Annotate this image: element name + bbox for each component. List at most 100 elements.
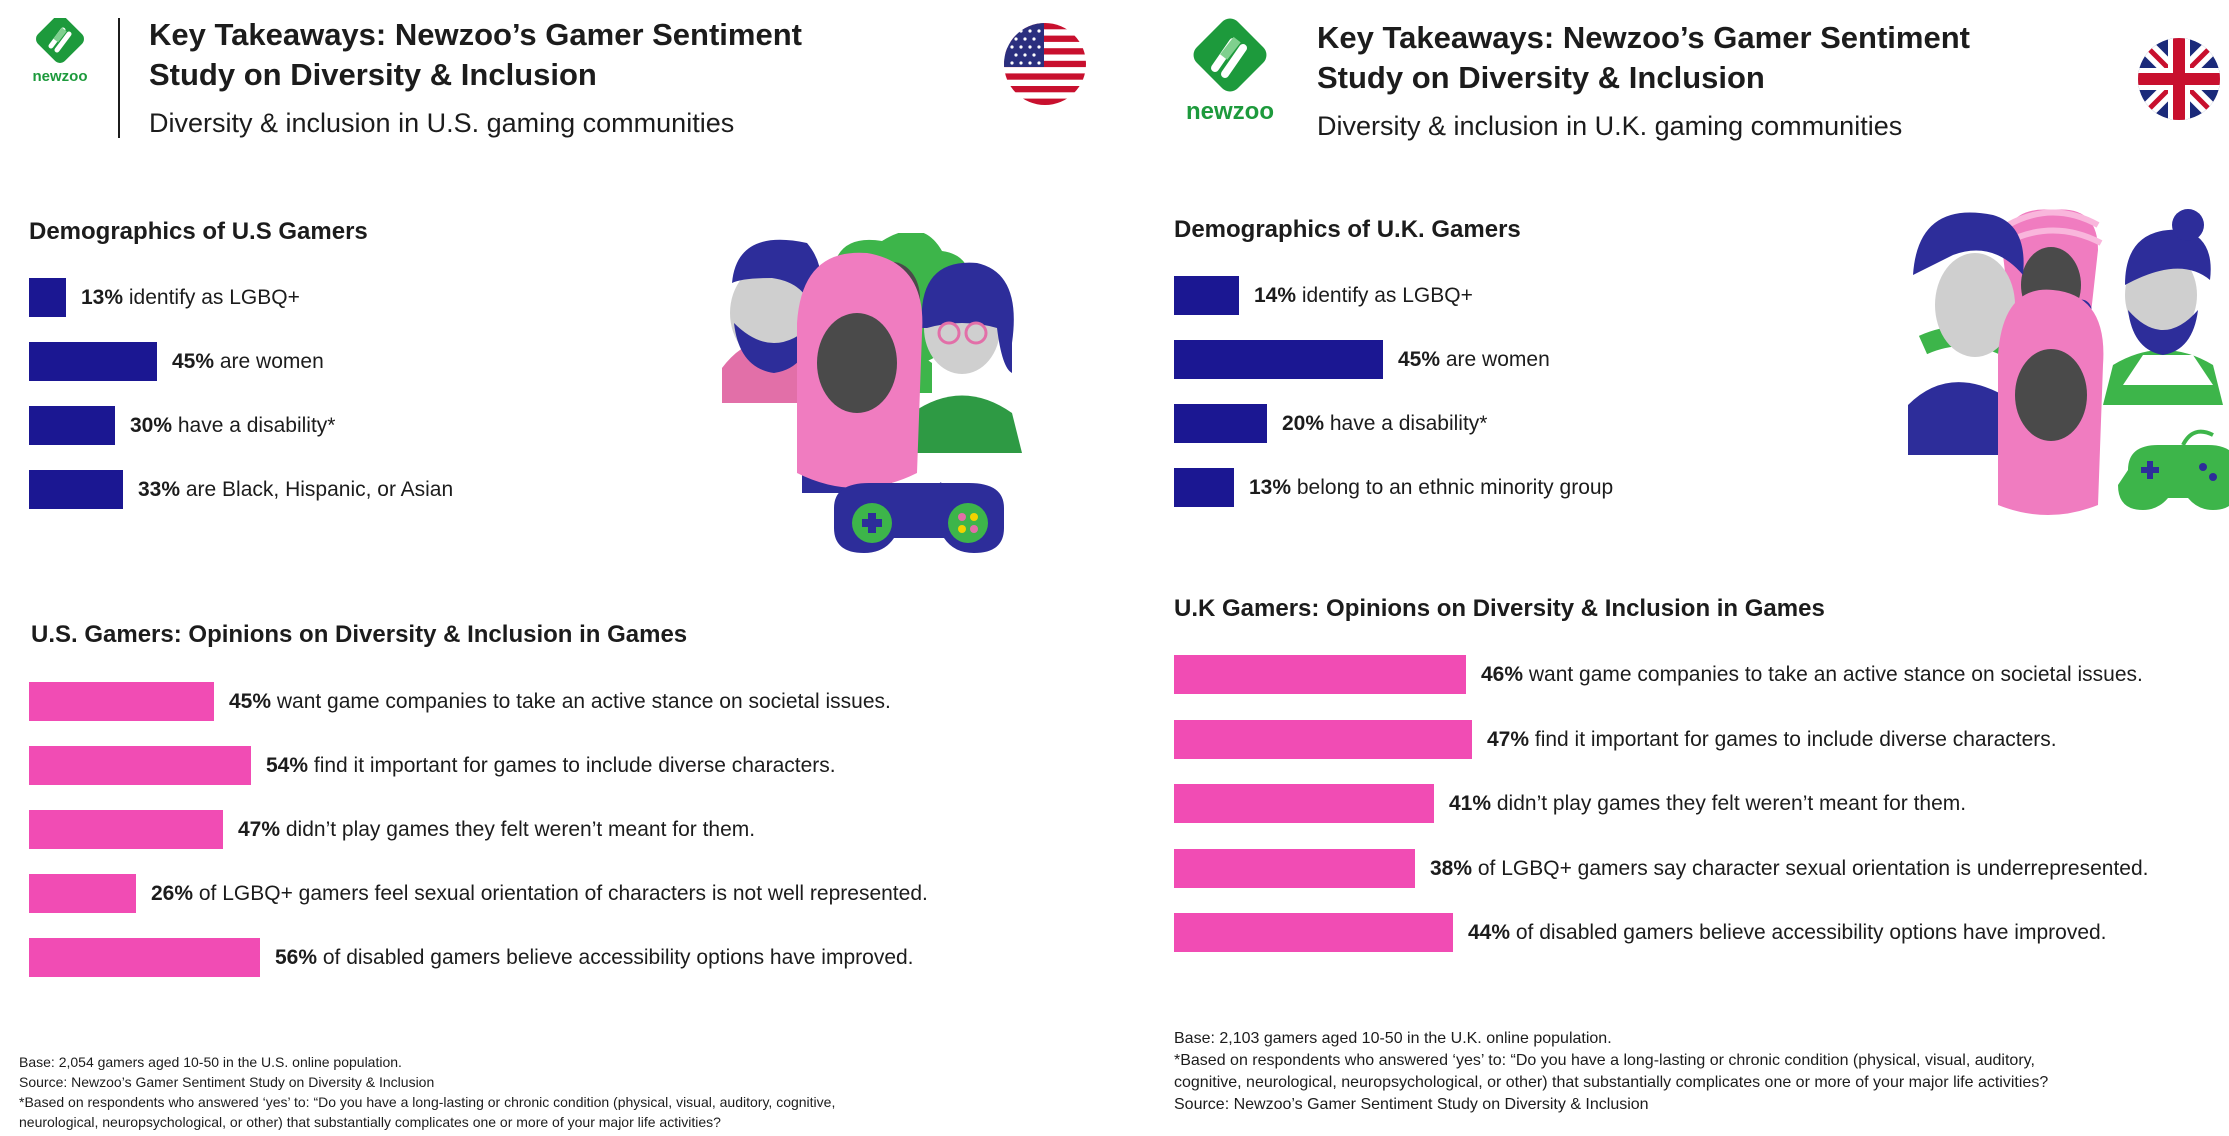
bar-value-label: 47% (1487, 727, 1530, 751)
bar-value-label: 44% (1468, 921, 1511, 944)
bar-2 (1174, 719, 1472, 759)
us-infographic: newzoo Key Takeaways: Newzoo’s Gamer Sen… (19, 15, 1086, 1133)
uk-infographic: newzoo Key Takeaways: Newzoo’s Gamer Sen… (1148, 0, 2229, 1136)
demographics-title: Demographics of U.K. Gamers (1174, 216, 1521, 243)
bar-label-3: 30% have a disability* (130, 414, 335, 438)
us-footnotes: Base: 2,054 gamers aged 10-50 in the U.S… (19, 1053, 835, 1133)
bar-value-label: 13% (1249, 476, 1292, 499)
gamers-illustration (712, 233, 1057, 578)
bar-category-label: identify as LGBQ+ (1296, 284, 1473, 307)
bar-label-2: 45% are women (172, 350, 324, 374)
bar-value-label: 41% (1449, 792, 1492, 815)
newzoo-logo-icon (1193, 18, 1267, 92)
bar-value-label: 54% (266, 754, 309, 777)
bar-category-label: are Black, Hispanic, or Asian (180, 478, 454, 501)
bar-value-label: 30% (130, 414, 173, 437)
footnote-disability-1: *Based on respondents who answered ‘yes’… (19, 1093, 836, 1110)
bar-2 (1174, 340, 1383, 379)
gamers-illustration (1903, 205, 2229, 515)
bar-category-label: of disabled gamers believe accessibility… (317, 946, 914, 969)
bar-1 (1174, 655, 1466, 694)
bar-value-label: 13% (81, 286, 124, 309)
page-title: Key Takeaways: Newzoo’s Gamer Sentiment … (149, 15, 802, 94)
logo-wordmark: newzoo (32, 68, 88, 85)
bar-label-1: 14% identify as LGBQ+ (1254, 284, 1473, 308)
bar-label-3: 41% didn’t play games they felt weren’t … (1449, 792, 1966, 816)
bar-category-label: are women (214, 350, 324, 373)
bar-label-4: 13% belong to an ethnic minority group (1249, 476, 1613, 500)
bar-value-label: 14% (1254, 284, 1297, 307)
bar-value-label: 56% (275, 946, 318, 969)
bar-category-label: didn’t play games they felt weren’t mean… (1491, 792, 1967, 815)
bar-label-4: 33% are Black, Hispanic, or Asian (138, 478, 453, 502)
title-line-2: Study on Diversity & Inclusion (1317, 59, 1765, 95)
bar-category-label: identify as LGBQ+ (123, 286, 300, 309)
footnote-base: Base: 2,103 gamers aged 10-50 in the U.K… (1174, 1030, 1612, 1047)
bar-category-label: of LGBQ+ gamers feel sexual orientation … (193, 882, 928, 905)
bar-value-label: 20% (1282, 412, 1325, 435)
bar-5 (1174, 913, 1453, 952)
opinions-title: U.S. Gamers: Opinions on Diversity & Inc… (31, 621, 688, 648)
bar-2 (29, 746, 251, 785)
bar-1 (29, 278, 66, 317)
bar-category-label: want game companies to take an active st… (1523, 663, 2143, 686)
bar-category-label: have a disability* (172, 414, 336, 437)
bar-label-2: 45% are women (1398, 348, 1550, 372)
logo-wordmark: newzoo (1186, 98, 1274, 125)
uk-flag-icon (2138, 38, 2220, 120)
bar-1 (29, 682, 214, 721)
title-line-1: Key Takeaways: Newzoo’s Gamer Sentiment (149, 17, 802, 52)
bar-category-label: of disabled gamers believe accessibility… (1510, 921, 2107, 944)
footnote-base: Base: 2,054 gamers aged 10-50 in the U.S… (19, 1054, 402, 1070)
header-divider (118, 18, 120, 138)
bar-3 (1174, 404, 1267, 443)
bar-label-1: 13% identify as LGBQ+ (81, 286, 300, 310)
bar-value-label: 33% (138, 478, 181, 501)
newzoo-logo-icon (36, 18, 84, 63)
bar-value-label: 45% (229, 690, 272, 713)
bar-value-label: 26% (151, 882, 194, 905)
bar-label-4: 38% of LGBQ+ gamers say character sexual… (1430, 857, 2148, 881)
bar-category-label: of LGBQ+ gamers say character sexual ori… (1472, 856, 2149, 880)
bar-label-5: 56% of disabled gamers believe accessibi… (275, 946, 914, 970)
footnote-disability-2: neurological, neuropsychological, or oth… (19, 1113, 721, 1130)
opinions-title: U.K Gamers: Opinions on Diversity & Incl… (1174, 595, 1825, 622)
bar-3 (29, 810, 223, 849)
bar-label-5: 44% of disabled gamers believe accessibi… (1468, 921, 2107, 945)
bar-label-3: 47% didn’t play games they felt weren’t … (238, 818, 755, 842)
bar-3 (29, 406, 115, 445)
demographics-title: Demographics of U.S Gamers (29, 218, 368, 245)
bar-1 (1174, 276, 1239, 315)
bar-category-label: have a disability* (1324, 412, 1488, 435)
bar-4 (1174, 848, 1415, 888)
newzoo-logo: newzoo (1175, 18, 1285, 126)
footnote-disability-2: cognitive, neurological, neuropsychologi… (1174, 1074, 2049, 1092)
bar-category-label: are women (1440, 348, 1550, 371)
bar-5 (29, 938, 260, 977)
bar-value-label: 47% (238, 818, 281, 841)
footnote-source: Source: Newzoo’s Gamer Sentiment Study o… (19, 1073, 435, 1090)
newzoo-logo: newzoo (27, 18, 93, 85)
bar-label-2: 47% find it important for games to inclu… (1487, 728, 2057, 752)
page-subtitle: Diversity & inclusion in U.K. gaming com… (1317, 111, 1903, 141)
bar-4 (1174, 468, 1234, 507)
bar-category-label: find it important for games to include d… (308, 754, 836, 777)
bar-2 (29, 342, 157, 381)
footnote-source: Source: Newzoo’s Gamer Sentiment Study o… (1174, 1096, 1649, 1114)
bar-value-label: 45% (172, 350, 215, 373)
bar-value-label: 46% (1481, 663, 1524, 686)
bar-category-label: want game companies to take an active st… (271, 690, 891, 713)
bar-label-4: 26% of LGBQ+ gamers feel sexual orientat… (151, 882, 928, 906)
bar-category-label: didn’t play games they felt weren’t mean… (280, 818, 756, 841)
bar-category-label: find it important for games to include d… (1529, 727, 2057, 751)
uk-footnotes: Base: 2,103 gamers aged 10-50 in the U.K… (1174, 1028, 2048, 1116)
bar-value-label: 38% (1430, 856, 1473, 880)
bar-3 (1174, 784, 1434, 823)
bar-label-3: 20% have a disability* (1282, 412, 1487, 436)
page-title: Key Takeaways: Newzoo’s Gamer Sentiment … (1317, 18, 1970, 97)
bar-label-2: 54% find it important for games to inclu… (266, 754, 836, 778)
bar-category-label: belong to an ethnic minority group (1291, 476, 1614, 499)
footnote-disability-1: *Based on respondents who answered ‘yes’… (1174, 1052, 2035, 1070)
bar-label-1: 45% want game companies to take an activ… (229, 690, 891, 714)
bar-4 (29, 470, 123, 509)
